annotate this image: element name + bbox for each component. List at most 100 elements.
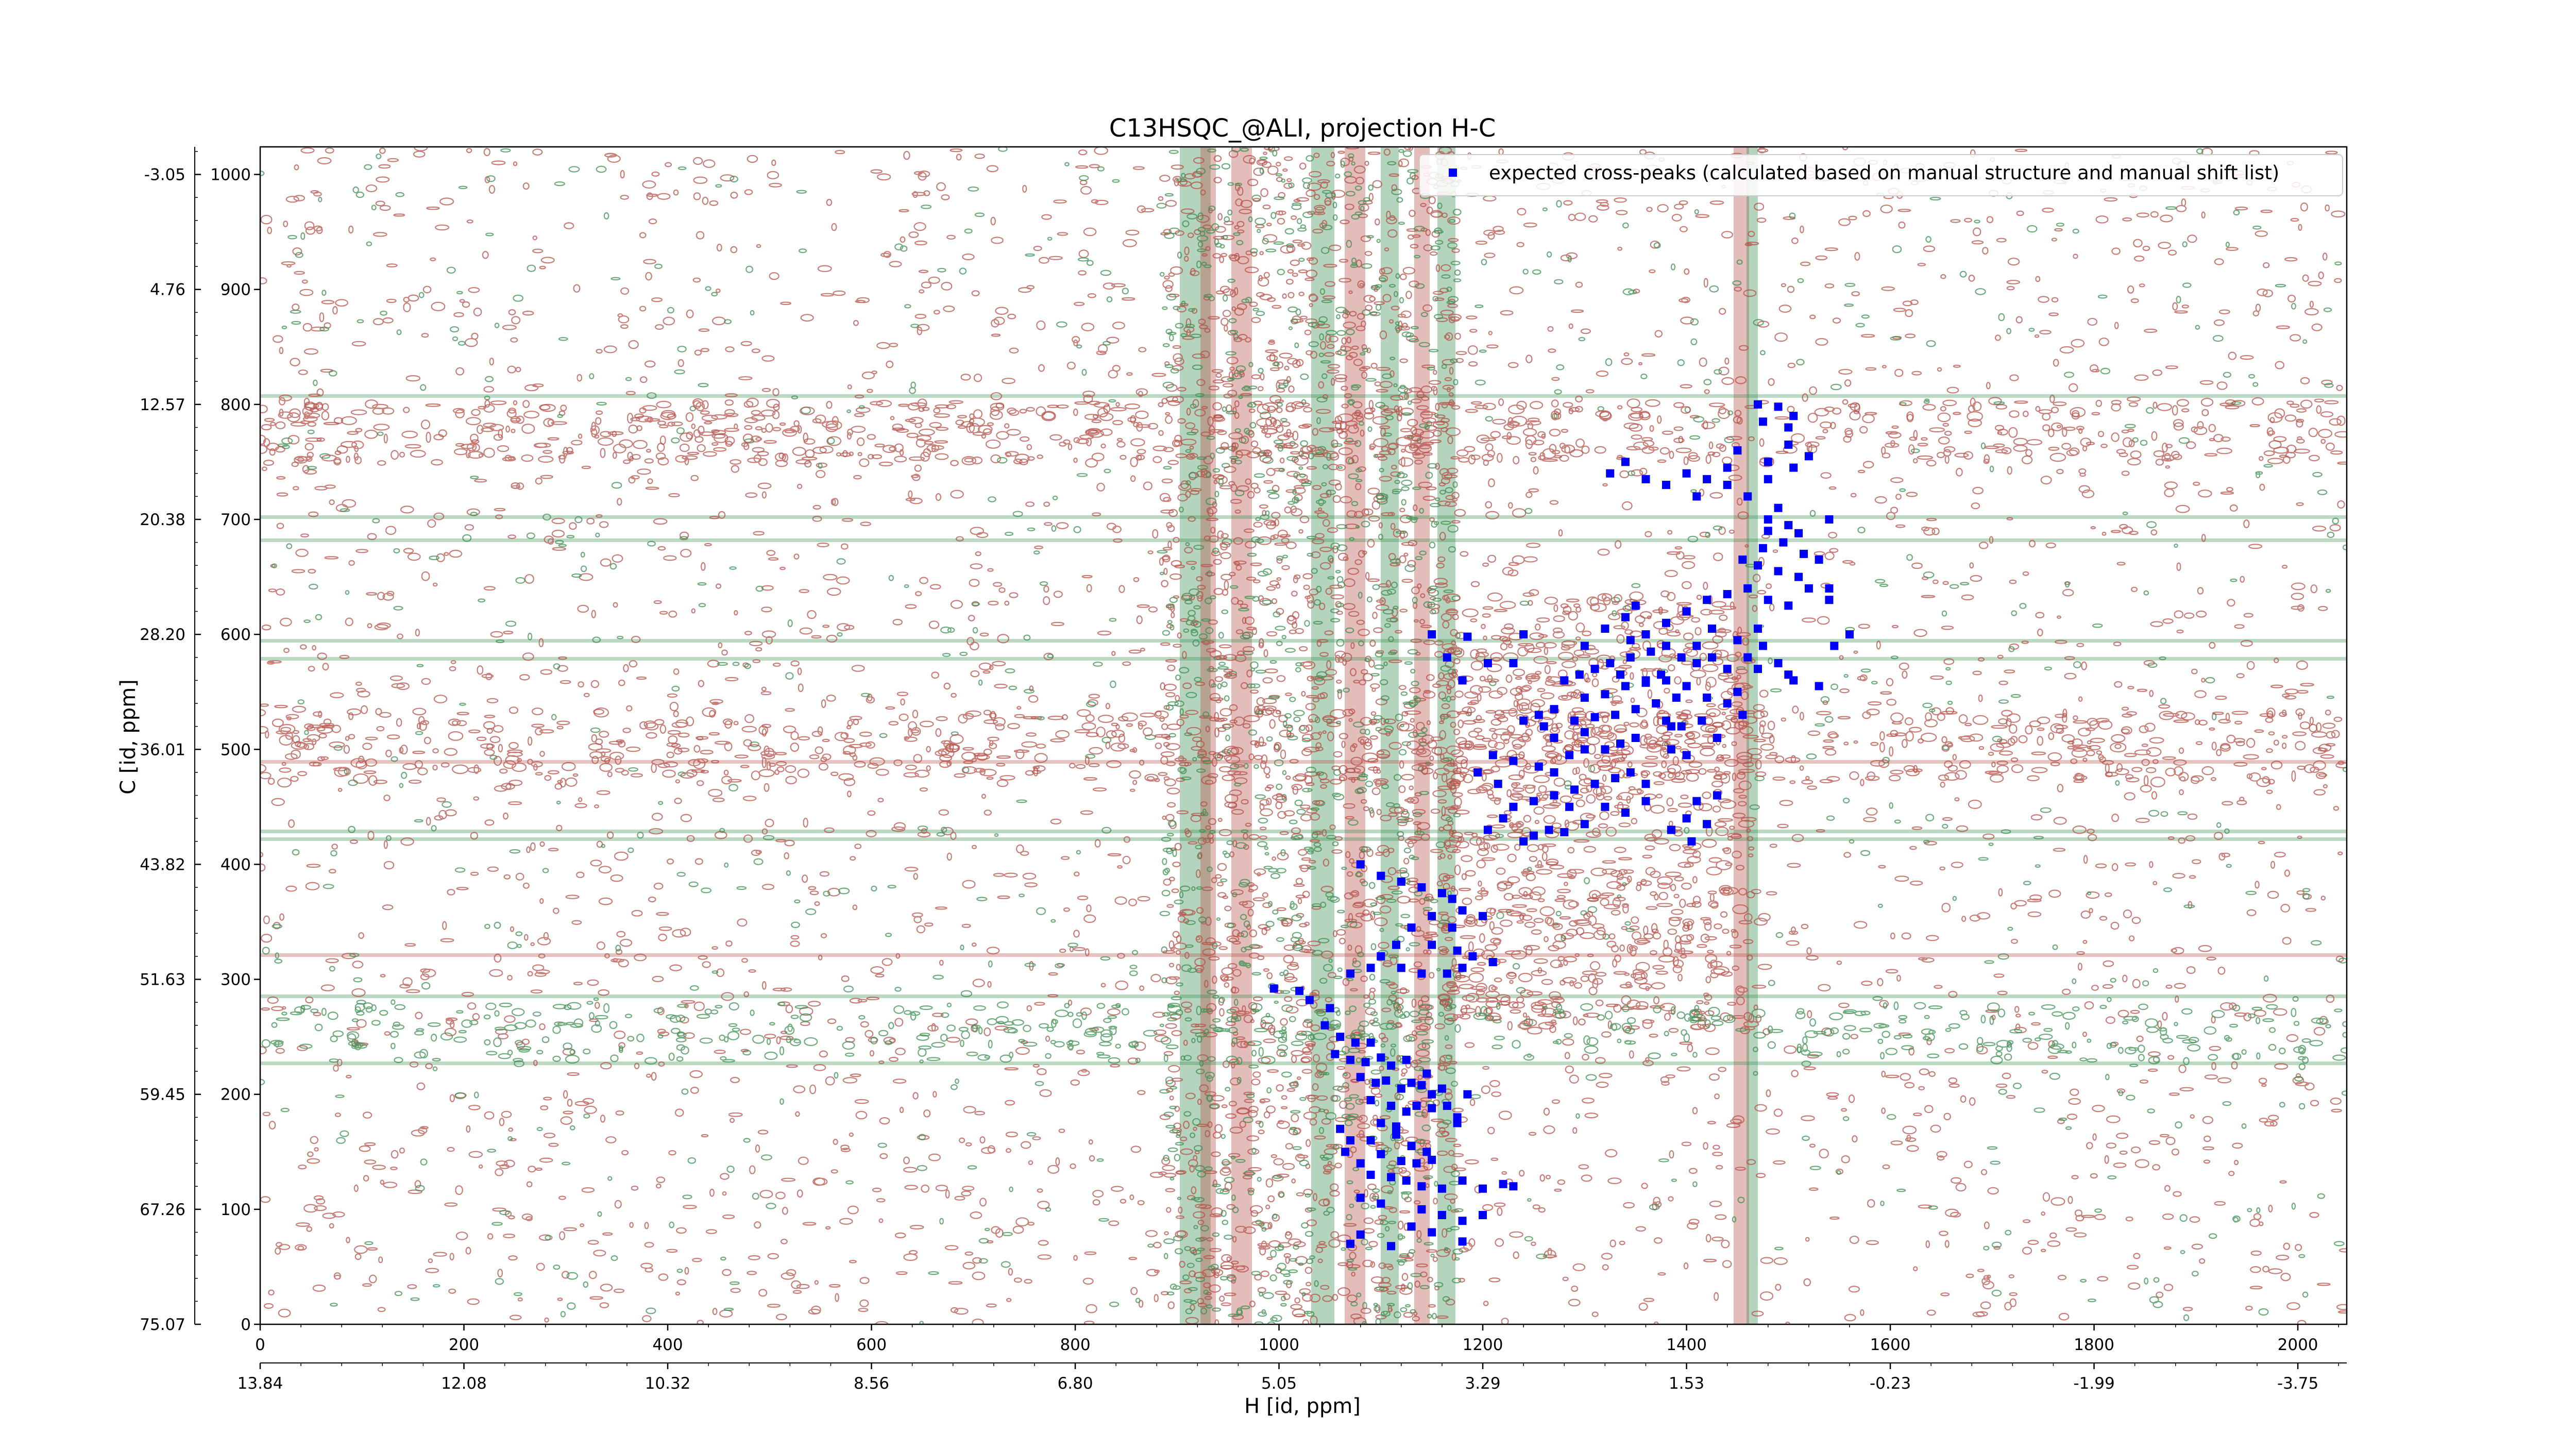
c-ppm-tick-label: 67.26 bbox=[140, 1201, 185, 1219]
expected-peak-point bbox=[1611, 711, 1619, 719]
h-ppm-tick-label: -3.75 bbox=[2277, 1374, 2318, 1393]
expected-peak-point bbox=[1408, 1079, 1416, 1087]
expected-peak-point bbox=[1794, 573, 1803, 581]
noise-band-0 bbox=[260, 394, 2347, 398]
h-ppm-tick-label: -0.23 bbox=[1870, 1374, 1911, 1393]
expected-peak-point bbox=[1377, 952, 1385, 961]
expected-peak-point bbox=[1632, 601, 1640, 610]
y-tick-label: 300 bbox=[221, 971, 251, 989]
expected-peak-point bbox=[1733, 688, 1741, 696]
expected-peak-point bbox=[1417, 883, 1426, 891]
x-tick-label: 1200 bbox=[1463, 1336, 1503, 1354]
expected-peak-point bbox=[1683, 608, 1691, 616]
expected-peak-point bbox=[1489, 751, 1497, 759]
expected-peak-point bbox=[1565, 751, 1573, 759]
x-tick-label: 600 bbox=[856, 1336, 887, 1354]
expected-peak-point bbox=[1800, 550, 1808, 558]
expected-peak-point bbox=[1392, 1131, 1400, 1139]
expected-peak-point bbox=[1687, 837, 1696, 846]
expected-peak-point bbox=[1647, 648, 1655, 656]
expected-peak-point bbox=[1357, 860, 1365, 868]
expected-peak-point bbox=[1321, 1021, 1329, 1030]
expected-peak-point bbox=[1560, 676, 1568, 684]
expected-peak-point bbox=[1422, 1070, 1431, 1078]
expected-peak-point bbox=[1825, 596, 1833, 604]
expected-peak-point bbox=[1306, 996, 1314, 1004]
expected-peak-point bbox=[1601, 745, 1609, 753]
expected-peak-point bbox=[1408, 923, 1416, 932]
h-ppm-tick-label: 5.05 bbox=[1261, 1374, 1297, 1393]
expected-peak-point bbox=[1708, 653, 1716, 662]
expected-peak-point bbox=[1443, 969, 1451, 978]
expected-peak-point bbox=[1815, 555, 1823, 564]
expected-peak-point bbox=[1830, 642, 1838, 650]
expected-peak-point bbox=[1591, 713, 1599, 721]
expected-peak-point bbox=[1703, 820, 1711, 828]
expected-peak-point bbox=[1632, 734, 1640, 742]
expected-peak-point bbox=[1371, 1079, 1380, 1087]
expected-peak-point bbox=[1626, 768, 1635, 777]
expected-peak-point bbox=[1774, 659, 1783, 667]
expected-peak-point bbox=[1336, 1125, 1344, 1133]
expected-peak-point bbox=[1708, 625, 1716, 633]
expected-peak-point bbox=[1764, 475, 1772, 483]
c-ppm-tick-label: 28.20 bbox=[140, 626, 185, 644]
expected-peak-point bbox=[1764, 596, 1772, 604]
expected-peak-point bbox=[1616, 670, 1624, 679]
expected-peak-point bbox=[1540, 722, 1548, 731]
legend: expected cross-peaks (calculated based o… bbox=[1419, 155, 2343, 196]
expected-peak-point bbox=[1357, 1073, 1365, 1081]
expected-peak-point bbox=[1723, 665, 1732, 673]
expected-peak-point bbox=[1581, 820, 1589, 828]
expected-peak-point bbox=[1397, 1085, 1405, 1093]
expected-peak-point bbox=[1754, 561, 1762, 569]
expected-peak-point bbox=[1459, 1176, 1467, 1185]
expected-peak-point bbox=[1626, 636, 1635, 644]
expected-peak-point bbox=[1703, 694, 1711, 702]
solvent-streak-2 bbox=[1231, 147, 1252, 1324]
expected-peak-point bbox=[1754, 665, 1762, 673]
expected-peak-point bbox=[1805, 452, 1813, 460]
expected-peak-point bbox=[1581, 694, 1589, 702]
expected-peak-point bbox=[1509, 803, 1517, 811]
expected-peak-point bbox=[1626, 653, 1635, 662]
expected-peak-point bbox=[1581, 728, 1589, 736]
expected-peak-point bbox=[1642, 780, 1650, 788]
expected-peak-point bbox=[1606, 659, 1614, 667]
expected-peak-point bbox=[1601, 690, 1609, 698]
legend-marker bbox=[1449, 169, 1457, 177]
expected-peak-point bbox=[1845, 630, 1854, 638]
expected-peak-point bbox=[1463, 1090, 1471, 1099]
expected-peak-point bbox=[1774, 504, 1783, 512]
h-ppm-tick-label: 1.53 bbox=[1669, 1374, 1704, 1393]
expected-peak-point bbox=[1789, 676, 1798, 684]
noise-band-9 bbox=[260, 953, 2347, 957]
expected-peak-point bbox=[1468, 952, 1477, 961]
expected-peak-point bbox=[1428, 630, 1436, 638]
expected-peak-point bbox=[1397, 964, 1405, 972]
expected-peak-point bbox=[1723, 590, 1732, 598]
expected-peak-point bbox=[1408, 1142, 1416, 1150]
expected-peak-point bbox=[1459, 906, 1467, 915]
expected-peak-point bbox=[1499, 1180, 1507, 1188]
expected-peak-point bbox=[1519, 630, 1528, 638]
expected-peak-point bbox=[1336, 1033, 1344, 1041]
expected-peak-point bbox=[1463, 633, 1471, 641]
expected-peak-point bbox=[1331, 1050, 1339, 1058]
x-tick-label: 200 bbox=[449, 1336, 479, 1354]
expected-peak-point bbox=[1662, 619, 1670, 627]
expected-peak-point bbox=[1652, 699, 1660, 707]
expected-peak-point bbox=[1692, 797, 1701, 805]
expected-peak-point bbox=[1367, 1096, 1375, 1104]
expected-peak-point bbox=[1759, 417, 1767, 426]
expected-peak-point bbox=[1759, 642, 1767, 650]
expected-peak-point bbox=[1535, 763, 1543, 771]
expected-peak-point bbox=[1723, 481, 1732, 489]
expected-peak-point bbox=[1428, 1228, 1436, 1237]
expected-peak-point bbox=[1683, 469, 1691, 478]
expected-peak-point bbox=[1509, 1182, 1517, 1190]
expected-peak-point bbox=[1565, 803, 1573, 811]
y-axis-label: C [id, ppm] bbox=[116, 679, 140, 795]
expected-peak-point bbox=[1759, 544, 1767, 552]
noise-band-5 bbox=[260, 830, 2347, 833]
